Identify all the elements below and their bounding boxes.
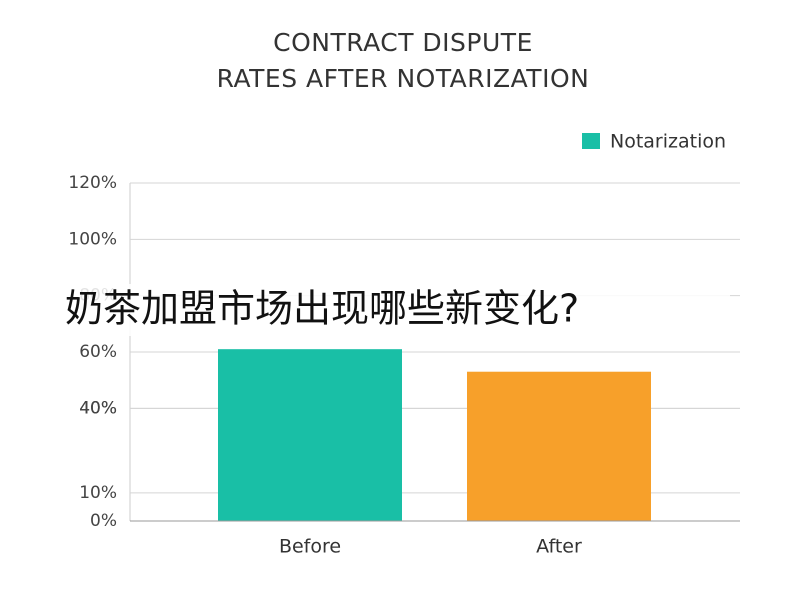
y-tick-label: 40%: [79, 398, 117, 418]
x-tick-label: Before: [279, 536, 341, 558]
y-tick-label: 120%: [68, 173, 117, 193]
y-tick-label: 40%: [79, 398, 117, 418]
chart-title: CONTRACT DISPUTE: [273, 28, 533, 57]
chart-title: RATES AFTER NOTARIZATION: [217, 64, 590, 93]
y-tick-label: 60%: [79, 342, 117, 362]
legend-swatch: [582, 133, 600, 149]
overlay-text: 奶茶加盟市场出现哪些新变化?: [65, 287, 579, 331]
y-tick-label: 100%: [68, 229, 117, 249]
y-tick-label: 10%: [79, 483, 117, 503]
y-tick-label: 0%: [90, 511, 117, 531]
overlay-band: [55, 284, 730, 336]
x-tick-label: After: [536, 536, 582, 558]
bar: [218, 349, 402, 521]
bar: [467, 371, 651, 521]
legend-label: Notarization: [610, 131, 726, 153]
